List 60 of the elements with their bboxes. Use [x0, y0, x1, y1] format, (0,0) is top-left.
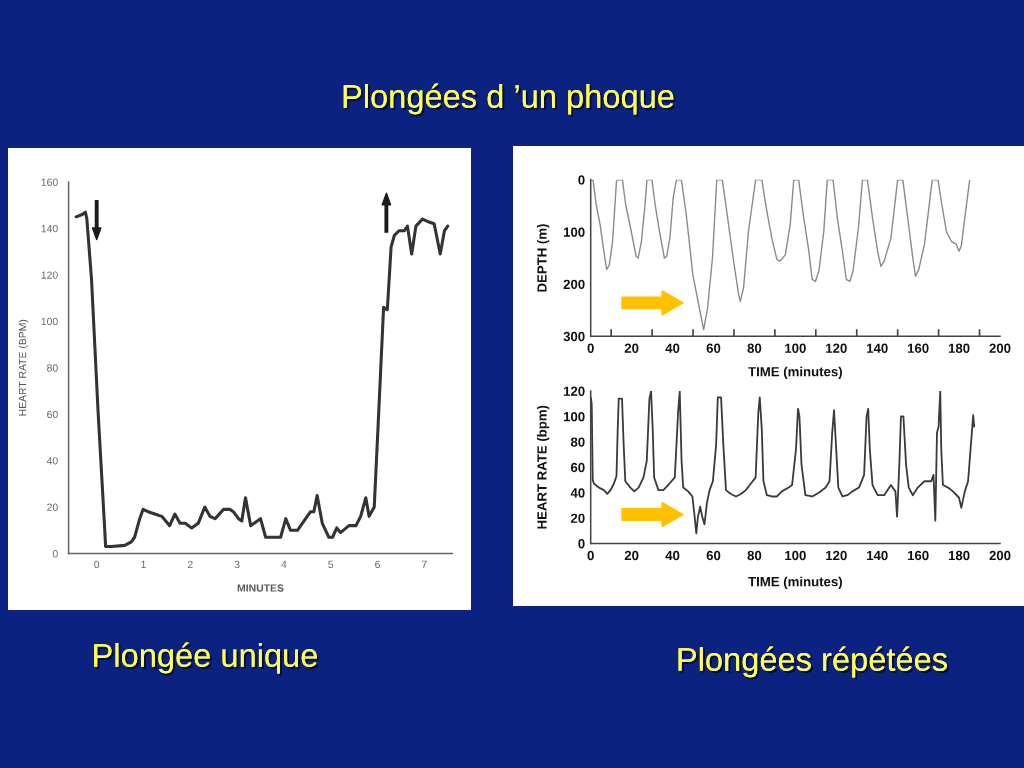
x-axis-title: MINUTES: [237, 584, 284, 592]
y-tick-label: 80: [570, 437, 585, 447]
y-tick-label: 100: [563, 411, 585, 422]
x-tick-label: 0: [94, 560, 100, 569]
x-tick-label: 4: [281, 560, 287, 568]
x-tick-label: 100: [785, 550, 806, 561]
line-series: [590, 179, 971, 331]
y-tick-label: 60: [570, 462, 585, 473]
x-tick-label: 180: [948, 550, 970, 561]
x-tick-label: 160: [907, 550, 929, 561]
y-tick-label: 200: [563, 279, 585, 290]
x-tick-label: 0: [587, 343, 594, 353]
x-axis-title: TIME (minutes): [748, 366, 842, 379]
y-tick-label: 100: [563, 227, 585, 237]
x-tick-label: 20: [624, 343, 639, 353]
y-tick-label: 100: [41, 317, 58, 326]
y-tick-label: 80: [47, 364, 58, 372]
x-tick-label: 160: [907, 343, 929, 353]
x-tick-label: 140: [867, 343, 888, 353]
x-tick-label: 0: [587, 550, 594, 561]
text: Plongées répétées: [678, 646, 950, 680]
y-axis-title: HEART RATE (bpm): [536, 405, 550, 529]
y-tick-label: 60: [47, 410, 58, 419]
y-axis-title: HEART RATE (BPM): [18, 319, 29, 416]
x-tick-label: 40: [665, 343, 680, 353]
y-tick-label: 300: [563, 331, 585, 342]
y-tick-label: 40: [46, 457, 58, 465]
x-tick-label: 40: [665, 550, 680, 561]
line-series: [74, 210, 450, 549]
x-tick-label: 60: [706, 550, 721, 561]
x-tick-label: 80: [747, 343, 762, 353]
y-tick-label: 20: [570, 513, 585, 523]
y-tick-label: 120: [41, 271, 58, 279]
text: Plongée unique: [94, 642, 320, 676]
y-tick-label: 160: [41, 178, 58, 186]
chart-title: Plongées d ’un phoque: [343, 83, 676, 117]
y-tick-label: 20: [47, 503, 58, 511]
x-tick-label: 120: [826, 343, 847, 353]
x-tick-label: 140: [867, 550, 888, 561]
y-tick-label: 0: [578, 175, 585, 185]
x-tick-label: 200: [989, 343, 1011, 353]
x-tick-label: 80: [747, 550, 762, 561]
y-tick-label: 120: [563, 386, 585, 396]
x-tick-label: 200: [989, 550, 1011, 561]
x-tick-label: 120: [826, 550, 847, 561]
x-tick-label: 60: [706, 343, 721, 353]
y-tick-label: 40: [570, 488, 585, 498]
x-axis-title: TIME (minutes): [748, 576, 842, 589]
y-tick-label: 140: [41, 224, 58, 233]
x-tick-label: 100: [785, 343, 806, 353]
x-tick-label: 180: [948, 343, 970, 353]
x-tick-label: 7: [421, 560, 427, 568]
y-tick-label: 0: [578, 539, 585, 549]
x-tick-label: 20: [624, 550, 639, 561]
x-tick-label: 5: [328, 560, 334, 569]
y-axis-title: DEPTH (m): [536, 224, 550, 292]
x-tick-label: 1: [141, 560, 146, 568]
x-tick-label: 2: [187, 560, 193, 568]
x-tick-label: 6: [375, 560, 380, 569]
x-tick-label: 3: [234, 560, 240, 569]
